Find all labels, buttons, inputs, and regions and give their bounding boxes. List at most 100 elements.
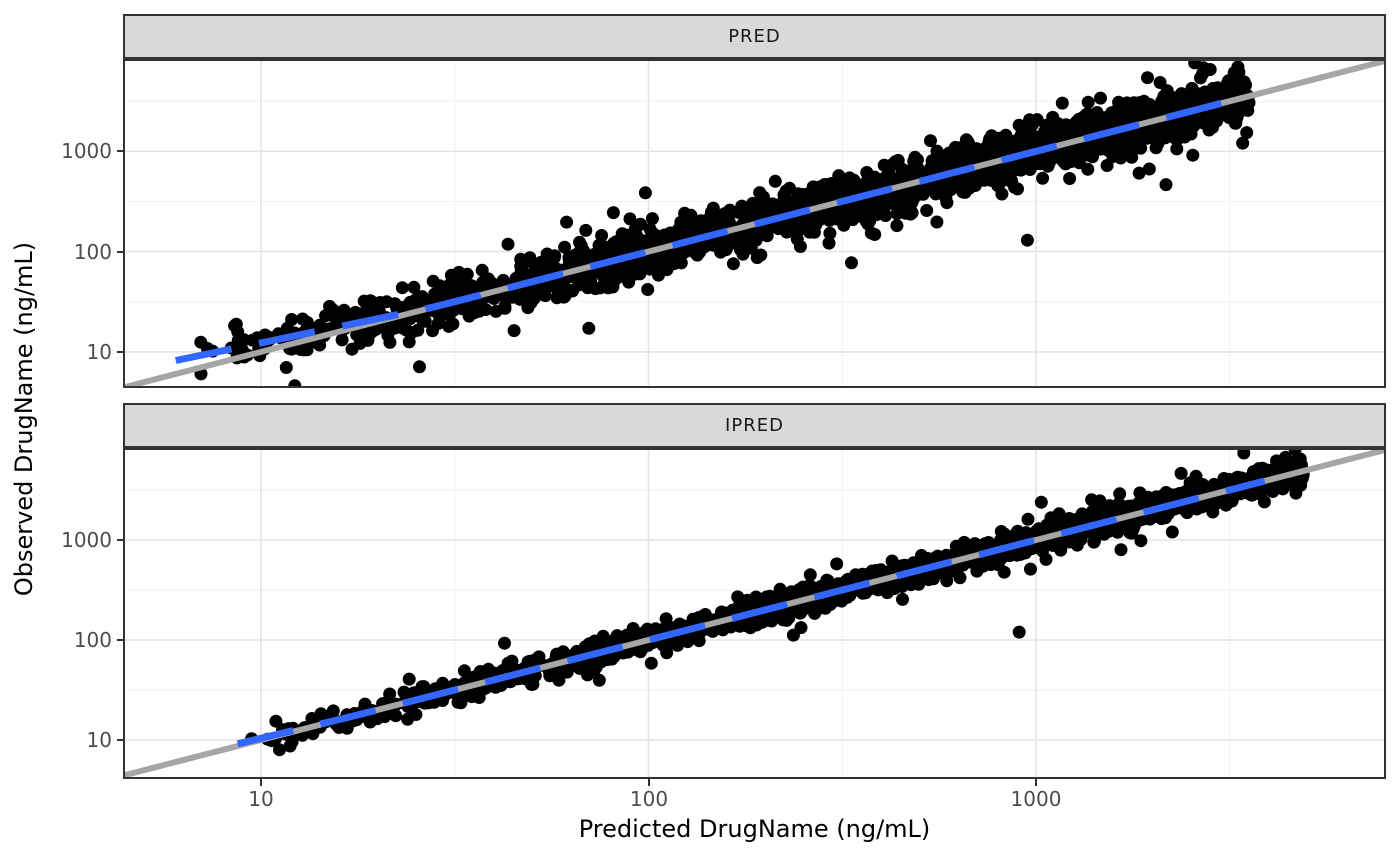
scatter-point	[1100, 159, 1114, 172]
scatter-point	[402, 335, 416, 349]
scatter-point	[557, 290, 571, 304]
scatter-point	[1211, 81, 1224, 95]
scatter-point	[726, 257, 740, 271]
scatter-point	[1063, 172, 1077, 185]
scatter-point	[1237, 448, 1251, 460]
scatter-point	[641, 283, 655, 296]
scatter-point	[779, 184, 793, 198]
scatter-point	[402, 672, 416, 686]
x-tick-mark	[260, 779, 262, 786]
scatter-point	[389, 709, 403, 723]
scatter-point	[1036, 171, 1050, 185]
scatter-point	[395, 281, 409, 295]
scatter-point	[362, 328, 376, 342]
y-tick-mark	[117, 539, 123, 541]
scatter-point	[560, 215, 574, 229]
scatter-point	[1094, 91, 1107, 105]
scatter-point	[623, 212, 637, 226]
scatter-point	[948, 140, 962, 154]
scatter-point	[961, 136, 975, 150]
scatter-point	[1125, 109, 1139, 123]
scatter-point	[1052, 507, 1066, 521]
scatter-point	[1008, 180, 1022, 194]
scatter-point	[707, 208, 721, 222]
scatter-point	[1055, 96, 1069, 110]
scatter-point	[818, 178, 832, 191]
scatter-point	[1067, 122, 1081, 136]
x-tick-label: 1000	[1010, 787, 1062, 811]
panel-border	[123, 59, 1386, 388]
scatter-point	[1072, 156, 1086, 170]
scatter-point	[1030, 113, 1044, 127]
scatter-point	[353, 336, 367, 350]
scatter-point	[194, 335, 208, 349]
scatter-point	[823, 226, 837, 240]
scatter-point	[283, 739, 297, 753]
scatter-point	[871, 201, 885, 215]
scatter-point	[285, 313, 299, 326]
scatter-point	[828, 594, 842, 608]
scatter-point	[731, 590, 745, 604]
scatter-point	[548, 249, 562, 263]
scatter-point	[896, 592, 909, 606]
scatter-point	[1111, 525, 1125, 539]
scatter-point	[587, 663, 601, 677]
scatter-point	[920, 204, 934, 217]
scatter-point	[975, 538, 989, 552]
scatter-point	[1057, 147, 1071, 161]
scatter-point	[1133, 486, 1147, 500]
scatter-point	[864, 226, 878, 240]
scatter-point	[1114, 543, 1128, 557]
scatter-point	[577, 253, 591, 267]
scatter-point	[1081, 95, 1095, 109]
scatter-point	[558, 240, 572, 254]
scatter-point	[794, 621, 808, 635]
scatter-point	[1044, 118, 1058, 132]
scatter-point	[523, 251, 537, 265]
scatter-point	[1088, 534, 1101, 548]
scatter-point	[663, 226, 677, 240]
scatter-point	[1021, 512, 1035, 526]
scatter-point	[1158, 131, 1172, 145]
outlier-point	[1020, 233, 1034, 247]
scatter-point	[1149, 141, 1163, 155]
scatter-point	[1024, 562, 1037, 576]
panel-ipred	[123, 448, 1386, 779]
scatter-point	[315, 320, 329, 334]
scatter-point	[1207, 108, 1221, 121]
scatter-point	[1158, 98, 1172, 112]
scatter-point	[1183, 476, 1197, 490]
scatter-point	[740, 619, 754, 633]
y-tick-label: 100	[73, 240, 112, 264]
scatter-point	[411, 323, 425, 337]
scatter-point	[997, 565, 1011, 579]
scatter-point	[1170, 142, 1184, 156]
scatter-point	[721, 216, 735, 230]
facet-strip-ipred-label: IPRED	[725, 415, 784, 436]
scatter-point	[363, 715, 377, 729]
scatter-point	[1173, 487, 1186, 500]
scatter-point	[1034, 495, 1048, 509]
scatter-point	[690, 248, 704, 262]
scatter-point	[595, 229, 609, 242]
scatter-point	[692, 634, 706, 648]
scatter-point	[888, 155, 902, 169]
scatter-point	[573, 661, 587, 675]
scatter-point	[426, 324, 439, 338]
scatter-point	[1186, 148, 1200, 162]
scatter-point	[634, 217, 647, 231]
scatter-point	[1132, 166, 1146, 180]
scatter-point	[851, 209, 865, 223]
scatter-point	[612, 270, 626, 284]
scatter-point	[1178, 130, 1192, 144]
scatter-point	[805, 187, 819, 201]
scatter-point	[534, 286, 548, 300]
scatter-point	[501, 237, 515, 251]
panel-content	[123, 59, 1386, 388]
scatter-point	[924, 134, 937, 148]
scatter-point	[496, 273, 510, 287]
scatter-point	[756, 195, 769, 209]
scatter-point	[830, 557, 844, 571]
scatter-point	[644, 656, 658, 670]
